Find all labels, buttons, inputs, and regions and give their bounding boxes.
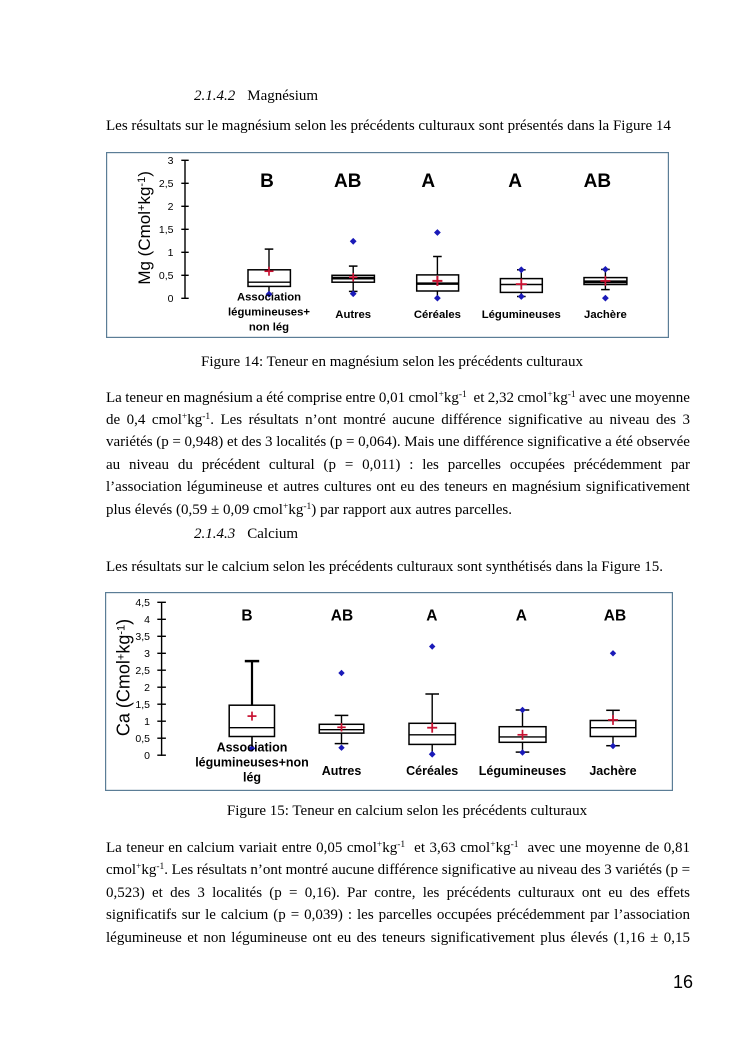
- svg-text:Autres: Autres: [322, 764, 362, 778]
- svg-text:Jachère: Jachère: [584, 309, 627, 321]
- svg-text:4: 4: [144, 614, 150, 626]
- svg-text:A: A: [421, 171, 435, 192]
- svg-text:légumineuses+non: légumineuses+non: [195, 756, 309, 770]
- svg-text:1: 1: [144, 716, 150, 728]
- svg-text:Céréales: Céréales: [406, 764, 458, 778]
- svg-text:B: B: [260, 171, 274, 192]
- svg-text:Autres: Autres: [335, 309, 371, 321]
- svg-text:0: 0: [144, 750, 150, 762]
- svg-text:2,5: 2,5: [159, 178, 174, 190]
- svg-text:A: A: [516, 608, 527, 625]
- svg-text:B: B: [241, 608, 252, 625]
- svg-text:3,5: 3,5: [135, 631, 150, 643]
- svg-text:Jachère: Jachère: [589, 764, 636, 778]
- svg-text:1,5: 1,5: [159, 224, 174, 236]
- svg-text:2: 2: [168, 201, 174, 213]
- svg-text:2: 2: [144, 682, 150, 694]
- svg-text:0,5: 0,5: [135, 733, 150, 745]
- svg-text:A: A: [426, 608, 437, 625]
- svg-text:2,5: 2,5: [135, 665, 150, 677]
- svg-text:Association: Association: [237, 291, 301, 303]
- svg-text:Association: Association: [217, 741, 288, 755]
- svg-text:Ca (Cmol+kg-1): Ca (Cmol+kg-1): [114, 619, 134, 736]
- svg-text:Céréales: Céréales: [414, 309, 461, 321]
- svg-text:0,5: 0,5: [159, 270, 174, 282]
- svg-text:4,5: 4,5: [135, 597, 150, 609]
- svg-text:AB: AB: [604, 608, 626, 625]
- svg-text:AB: AB: [334, 171, 361, 192]
- svg-text:légumineuses+: légumineuses+: [228, 306, 310, 318]
- svg-text:3: 3: [168, 155, 174, 167]
- svg-text:0: 0: [168, 293, 174, 305]
- svg-text:lég: lég: [243, 771, 261, 785]
- svg-text:1,5: 1,5: [135, 699, 150, 711]
- svg-text:AB: AB: [331, 608, 353, 625]
- svg-text:non lég: non lég: [249, 321, 289, 333]
- svg-text:3: 3: [144, 648, 150, 660]
- svg-text:A: A: [508, 171, 522, 192]
- svg-text:Légumineuses: Légumineuses: [479, 764, 567, 778]
- svg-text:Mg (Cmol+kg-1): Mg (Cmol+kg-1): [135, 171, 154, 285]
- svg-text:AB: AB: [584, 171, 611, 192]
- svg-text:1: 1: [168, 247, 174, 259]
- svg-text:Légumineuses: Légumineuses: [482, 309, 561, 321]
